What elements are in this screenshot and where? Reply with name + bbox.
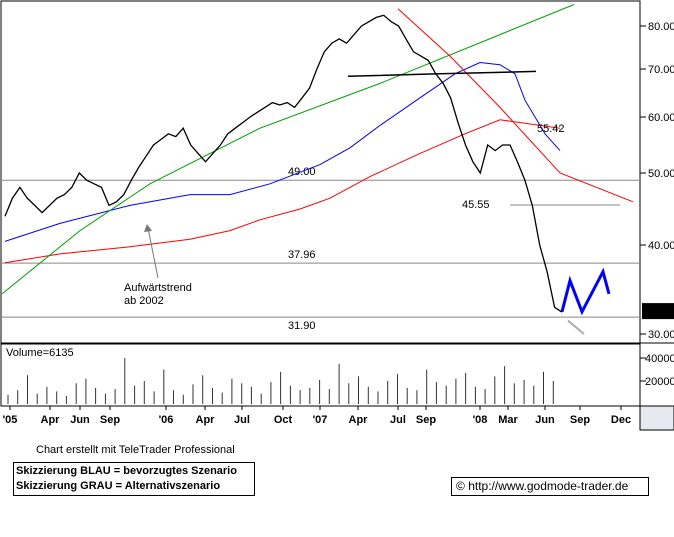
x-tick-label: Apr [196, 414, 216, 426]
level-label: 37.96 [288, 249, 316, 261]
blue-scenario-sketch [560, 267, 611, 316]
uptrend-note-line1: Aufwärtstrend [124, 282, 192, 294]
volume-title: Volume=6135 [6, 347, 74, 359]
x-tick-label: '06 [159, 414, 174, 426]
x-tick-label: Apr [41, 414, 61, 426]
website-url[interactable]: http://www.godmode-trader.de [468, 479, 629, 493]
downtrend-line-red [397, 8, 634, 203]
x-tick-label: '05 [3, 414, 18, 426]
x-tick-label: Jun [535, 414, 555, 426]
annotation-arrow [147, 227, 159, 279]
chart-credit: Chart erstellt mit TeleTrader Profession… [36, 444, 235, 456]
legend-blue-scenario: Skizzierung BLAU = bevorzugtes Szenario [16, 465, 237, 477]
x-tick-label: Dec [611, 414, 631, 426]
annotation-arrowhead [144, 224, 152, 232]
moving-average-red [4, 119, 561, 264]
x-tick-label: Jun [70, 414, 90, 426]
x-tick-label: '08 [473, 414, 488, 426]
price-axis-strip [640, 1, 674, 343]
price-tick-label: 70.00 [648, 64, 674, 76]
volume-tick-label: 40000 [645, 353, 674, 365]
moving-average-blue [4, 61, 561, 242]
x-tick-label: Oct [274, 414, 293, 426]
level-label: 45.55 [462, 199, 490, 211]
scenario-legend: Skizzierung BLAU = bevorzugtes Szenario … [13, 462, 255, 496]
legend-grey-scenario: Skizzierung GRAU = Alternativszenario [16, 480, 221, 492]
last-price-label: 32.46 [645, 307, 673, 319]
x-tick-label: '07 [313, 414, 328, 426]
last-price-tag [642, 303, 674, 320]
nav-box[interactable] [639, 405, 674, 431]
price-tick-label: 60.00 [648, 112, 674, 124]
price-tick-label: 50.00 [648, 168, 674, 180]
horizontal-resistance-line [347, 70, 537, 77]
price-tick-label: 80.00 [648, 21, 674, 33]
copyright-icon: © [456, 479, 465, 493]
x-tick-label: Mar [498, 414, 518, 426]
volume-tick-label: 20000 [645, 376, 674, 388]
price-panel-frame [0, 0, 641, 344]
grey-scenario-sketch [567, 319, 585, 335]
level-label: 31.90 [288, 320, 316, 332]
x-tick-label: Sep [416, 414, 436, 426]
x-tick-label: Jul [390, 414, 406, 426]
price-line [4, 14, 563, 313]
x-tick-label: Sep [570, 414, 590, 426]
volume-panel-frame [0, 343, 641, 407]
uptrend-note-line2: ab 2002 [124, 295, 164, 307]
website-url-box[interactable]: © http://www.godmode-trader.de [451, 477, 649, 496]
x-tick-label: Sep [100, 414, 120, 426]
x-tick-label: Apr [349, 414, 369, 426]
price-tick-label: 40.00 [648, 240, 674, 252]
x-tick-label: Jul [234, 414, 250, 426]
price-tick-label: 30.00 [648, 329, 674, 341]
uptrend-line-green [1, 4, 575, 295]
target-value-label: 55.42 [537, 123, 565, 135]
